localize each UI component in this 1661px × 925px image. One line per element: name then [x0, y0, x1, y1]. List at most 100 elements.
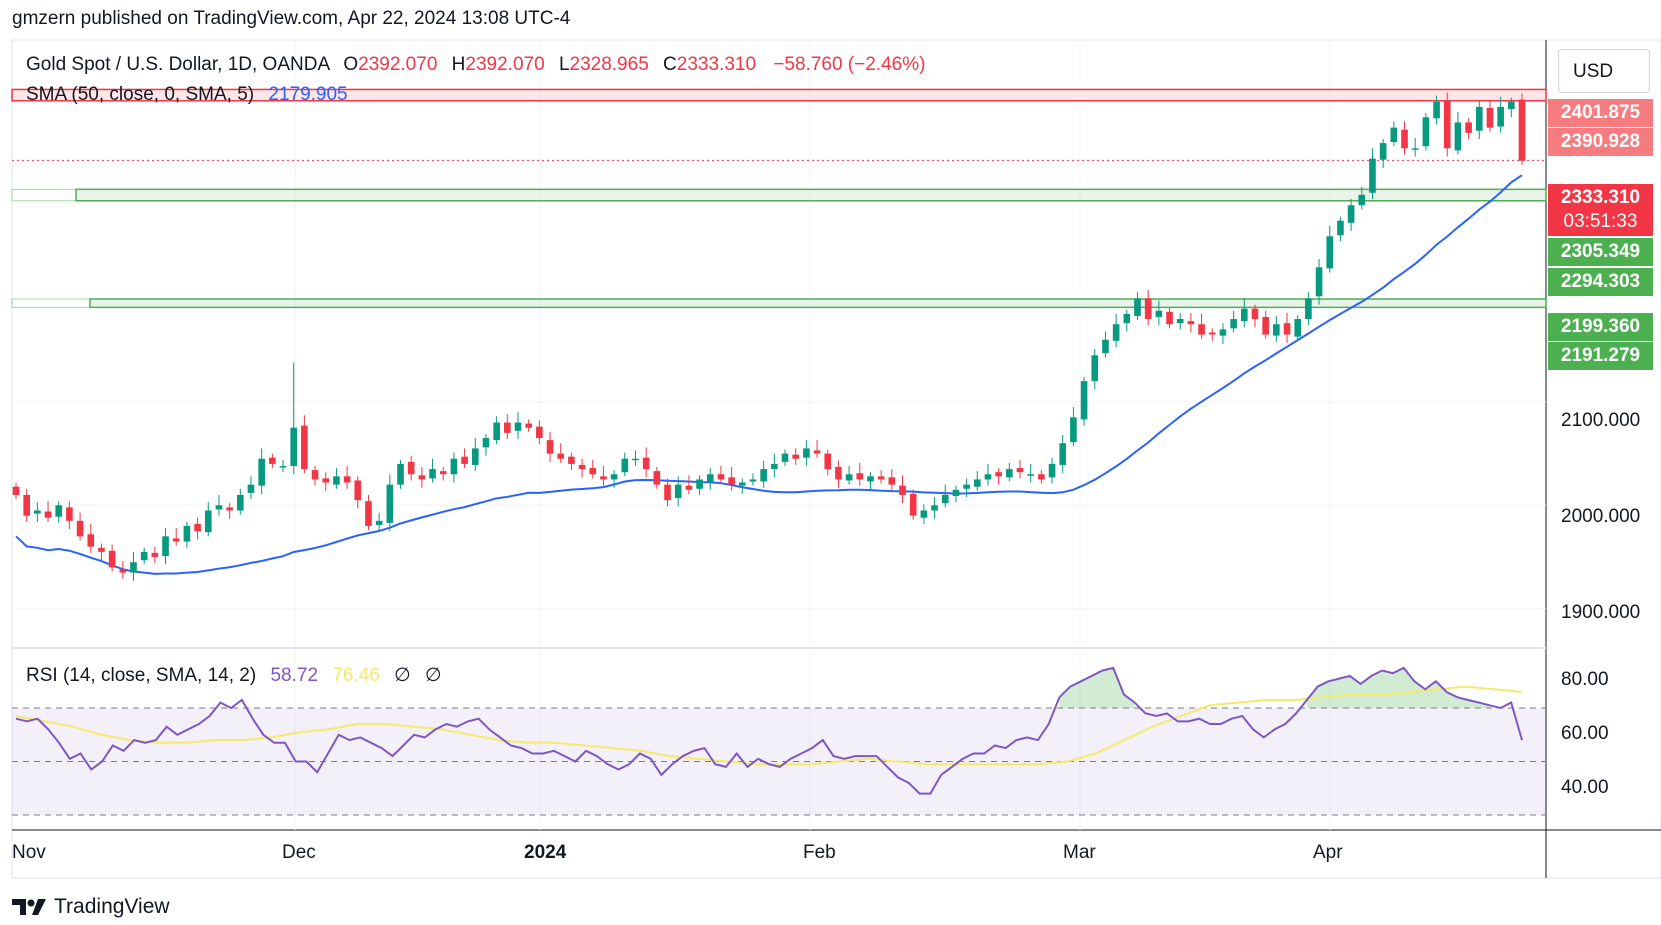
price-axis-label: 2100.000: [1561, 410, 1641, 431]
time-axis-label: Dec: [282, 842, 316, 863]
candle-body: [835, 467, 842, 480]
candle-body: [226, 507, 233, 511]
candle-body: [87, 534, 95, 547]
candle: [1305, 292, 1312, 326]
price-axis-label: 1900.000: [1561, 602, 1641, 623]
candle-body: [856, 473, 864, 480]
candle-body: [172, 538, 180, 542]
candle: [1006, 462, 1013, 482]
candle-body: [1294, 319, 1302, 337]
candle: [140, 547, 148, 565]
support2-top-tag: 2199.360: [1548, 313, 1653, 341]
candle-body: [1219, 329, 1227, 336]
last-price-tag: 2333.310: [1548, 184, 1653, 212]
candle-body: [450, 458, 458, 475]
candle-body: [1059, 443, 1067, 465]
candle-body: [55, 505, 63, 517]
candle-body: [130, 562, 137, 573]
support-1-zone: [75, 188, 1547, 202]
candle: [749, 473, 757, 486]
candle-body: [1326, 236, 1334, 269]
candle: [931, 497, 938, 519]
candle: [1208, 328, 1216, 341]
candle-body: [653, 471, 661, 485]
candle-body: [375, 520, 383, 525]
change-value: −58.760 (−2.46%): [773, 54, 926, 75]
candle: [771, 453, 778, 478]
candle: [130, 551, 137, 581]
candle: [696, 475, 703, 495]
candle: [194, 517, 201, 540]
candle: [1283, 312, 1291, 343]
candle-body: [536, 426, 543, 439]
candle-body: [888, 477, 896, 485]
candle: [888, 469, 896, 491]
candle-body: [119, 569, 127, 573]
candle: [1326, 225, 1334, 273]
time-axis-label: 2024: [524, 842, 567, 863]
candle: [1337, 216, 1344, 242]
candle-body: [108, 550, 116, 568]
rsi-line: [15, 666, 1523, 795]
candle-body: [493, 422, 500, 441]
candle-body: [236, 494, 244, 511]
candle-body: [1337, 220, 1344, 236]
candle: [1048, 457, 1056, 484]
candle: [504, 414, 511, 440]
candle: [66, 501, 73, 530]
candle-body: [973, 479, 981, 487]
candle: [525, 419, 532, 432]
candle-body: [12, 486, 20, 495]
candle-body: [1016, 468, 1024, 473]
candle-body: [952, 489, 960, 496]
candle-body: [792, 454, 800, 459]
candle: [1059, 434, 1067, 474]
open-label: O: [343, 54, 359, 75]
rsi-label[interactable]: RSI (14, close, SMA, 14, 2): [26, 665, 257, 686]
candle-body: [610, 474, 618, 480]
low-value: 2328.965: [569, 54, 649, 75]
candle-body: [482, 438, 490, 448]
rsi-axis-label: 40.00: [1561, 777, 1609, 798]
support-2-zone-extension: [11, 298, 91, 308]
candle-body: [1273, 324, 1280, 336]
candle: [1144, 290, 1152, 326]
candle-body: [546, 440, 554, 454]
candle-body: [781, 453, 789, 462]
currency-button[interactable]: USD: [1558, 49, 1650, 93]
candles: [12, 92, 1526, 581]
candle: [803, 440, 810, 466]
candle-body: [1518, 99, 1526, 161]
candle-body: [269, 457, 276, 464]
candle-body: [76, 520, 84, 537]
sma-legend: SMA (50, close, 0, SMA, 5) 2179.905: [26, 84, 348, 106]
high-value: 2392.070: [465, 54, 545, 75]
candle: [482, 433, 490, 456]
candle-body: [247, 484, 255, 493]
main-legend: Gold Spot / U.S. Dollar, 1D, OANDA O 2392…: [26, 54, 925, 76]
candle-body: [920, 510, 928, 518]
candle: [546, 431, 554, 462]
price-axis-label: 2000.000: [1561, 506, 1641, 527]
candle: [557, 443, 565, 463]
candle: [98, 543, 105, 561]
candle-body: [151, 552, 159, 558]
candle: [236, 488, 244, 515]
candle-body: [568, 456, 575, 464]
candle: [322, 472, 330, 491]
time-axis-label: Mar: [1063, 842, 1096, 863]
candle: [1134, 292, 1141, 321]
sma-label[interactable]: SMA (50, close, 0, SMA, 5): [26, 84, 255, 105]
candle-body: [674, 484, 682, 499]
symbol-name[interactable]: Gold Spot / U.S. Dollar, 1D, OANDA: [26, 54, 330, 75]
candle: [899, 475, 906, 504]
candle: [856, 462, 864, 486]
support2-bottom-tag: 2191.279: [1548, 342, 1653, 370]
candle: [738, 478, 746, 494]
candle-body: [1454, 122, 1462, 151]
candle: [1315, 259, 1323, 305]
tradingview-logo[interactable]: TradingView: [12, 895, 170, 919]
candle-body: [1230, 319, 1237, 329]
candle: [365, 494, 372, 531]
